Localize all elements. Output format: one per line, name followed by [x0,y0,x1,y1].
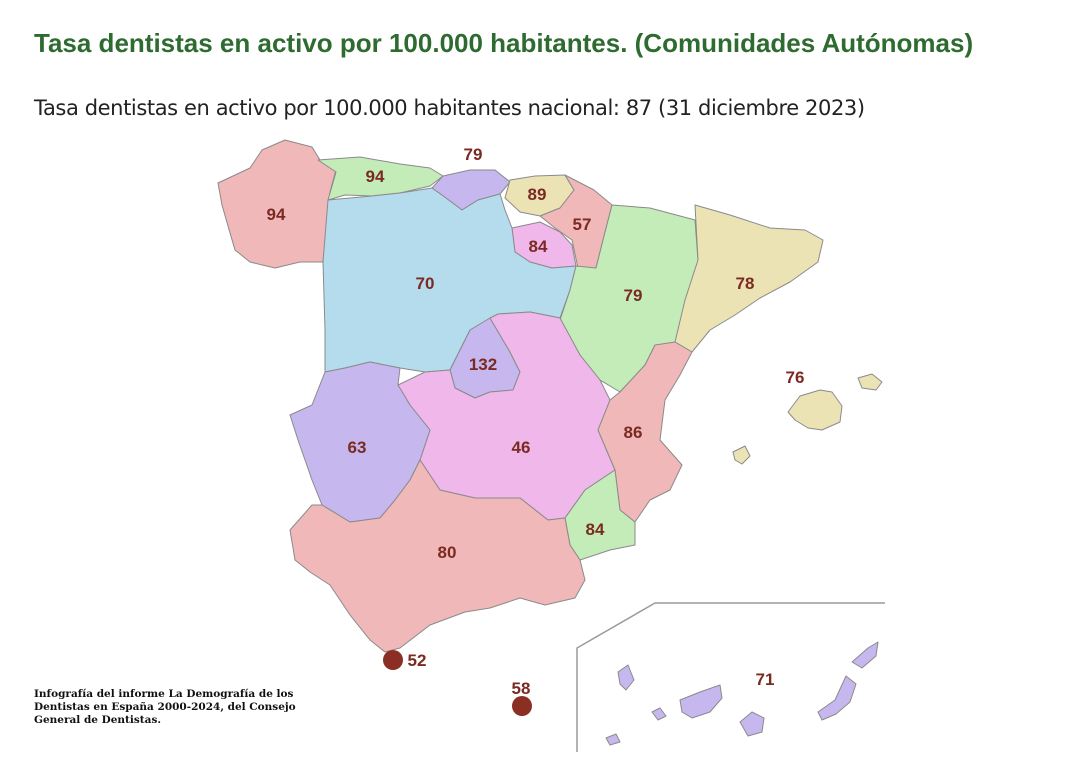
value-aragon: 79 [624,286,643,305]
region-canarias-la-palma[interactable] [617,664,635,691]
region-baleares-mallorca[interactable] [787,389,843,431]
region-canarias-gomera[interactable] [651,707,667,721]
value-canarias: 71 [756,670,775,689]
canarias-inset-frame [576,602,885,752]
value-extremadura: 63 [348,438,367,457]
value-asturias: 94 [366,167,385,186]
source-credit: Infografía del informe La Demografía de … [34,688,296,726]
map-subtitle: Tasa dentistas en activo por 100.000 hab… [34,96,865,120]
region-cataluna[interactable] [674,204,824,353]
value-melilla: 58 [512,679,531,698]
region-asturias[interactable] [317,156,444,201]
region-canarias-lanzarote[interactable] [851,641,879,669]
region-galicia[interactable] [217,139,337,269]
region-baleares-menorca[interactable] [857,373,883,391]
value-madrid: 132 [469,355,497,374]
value-comunidad-valenciana: 86 [624,423,643,442]
value-baleares: 76 [786,368,805,387]
value-castilla-la-mancha: 46 [512,438,531,457]
region-canarias-tenerife[interactable] [679,684,723,719]
value-pais-vasco: 89 [528,185,547,204]
melilla-marker[interactable] [512,696,532,716]
map-title: Tasa dentistas en activo por 100.000 hab… [34,28,974,58]
region-navarra[interactable] [539,174,613,269]
value-cantabria: 79 [464,145,483,164]
value-castilla-leon: 70 [416,274,435,293]
region-canarias-hierro[interactable] [605,733,621,746]
value-cataluna: 78 [736,274,755,293]
value-ceuta: 52 [408,651,427,670]
region-comunidad-valenciana[interactable] [597,341,693,523]
value-galicia: 94 [267,205,286,224]
ceuta-marker[interactable] [383,650,403,670]
value-la-rioja: 84 [529,237,548,256]
region-canarias-fuerteventura[interactable] [817,675,857,721]
value-andalucia: 80 [438,543,457,562]
region-canarias-gran-canaria[interactable] [739,711,765,737]
region-andalucia[interactable] [289,459,586,653]
value-murcia: 84 [586,520,605,539]
region-baleares-ibiza[interactable] [732,445,751,465]
value-navarra: 57 [573,215,592,234]
